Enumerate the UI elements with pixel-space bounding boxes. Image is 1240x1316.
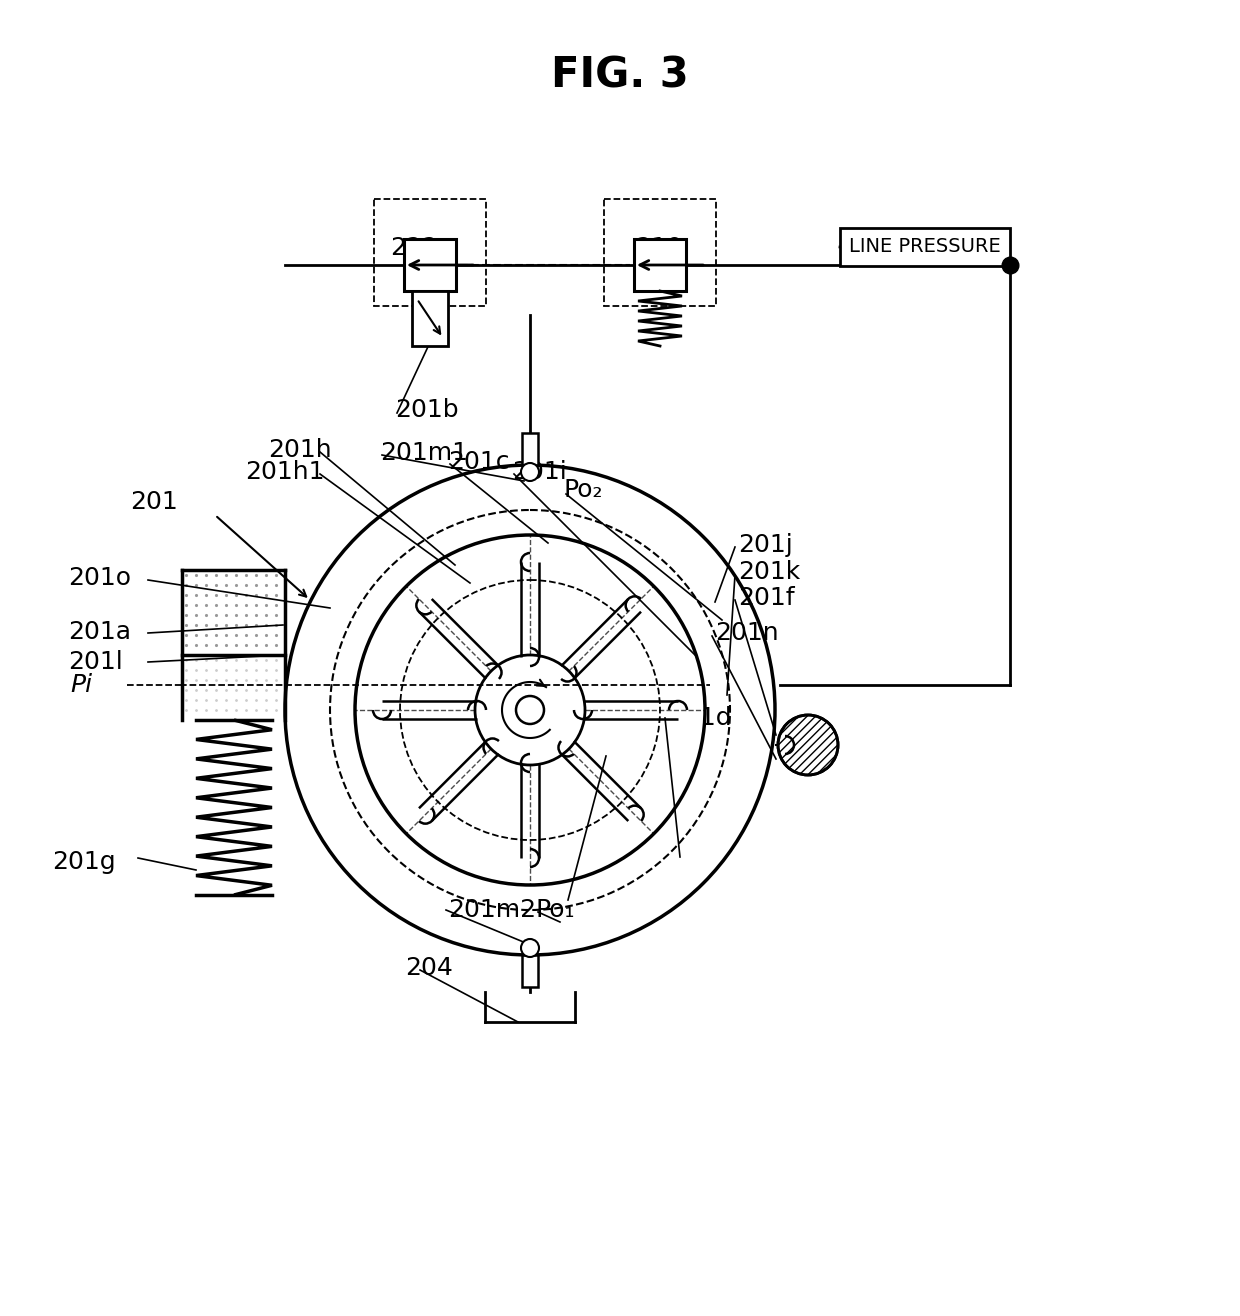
Bar [374, 199, 486, 307]
Bar [404, 240, 456, 291]
Text: FIG. 3: FIG. 3 [551, 54, 689, 96]
Circle shape [475, 655, 585, 765]
Bar [522, 955, 538, 987]
Text: 201: 201 [130, 490, 177, 515]
Bar [634, 240, 686, 291]
Text: Po₂: Po₂ [564, 478, 604, 501]
Circle shape [516, 696, 544, 724]
Text: Po₁: Po₁ [536, 898, 575, 923]
Text: LINE PRESSURE: LINE PRESSURE [849, 237, 1001, 257]
Text: 201h: 201h [268, 438, 331, 462]
Circle shape [330, 511, 730, 909]
Text: 201g: 201g [52, 850, 115, 874]
Text: 201n: 201n [715, 621, 779, 645]
Text: 201o: 201o [68, 566, 131, 590]
Text: 222: 222 [391, 236, 438, 261]
Bar [522, 433, 538, 465]
Bar [604, 199, 715, 307]
Text: 219: 219 [635, 236, 683, 261]
Text: 201m1: 201m1 [379, 441, 467, 465]
Text: 201h1: 201h1 [246, 461, 325, 484]
Text: 201i: 201i [512, 461, 567, 484]
Circle shape [521, 940, 539, 957]
Text: Pi: Pi [69, 672, 92, 697]
Text: 201l: 201l [68, 650, 123, 674]
Text: 201f: 201f [738, 586, 795, 611]
Text: 201b: 201b [396, 397, 459, 422]
Circle shape [777, 715, 838, 775]
Circle shape [355, 536, 706, 884]
Text: 201k: 201k [738, 561, 800, 584]
Circle shape [521, 463, 539, 482]
Text: 201d: 201d [668, 705, 732, 730]
Bar [839, 228, 1011, 266]
Text: 201c: 201c [448, 450, 510, 474]
Text: 201a: 201a [68, 620, 131, 644]
Text: 201e: 201e [608, 746, 671, 770]
Text: 201j: 201j [738, 533, 792, 557]
Bar [412, 291, 448, 346]
Text: 204: 204 [405, 955, 453, 980]
Text: 201m2: 201m2 [448, 898, 536, 923]
Circle shape [285, 465, 775, 955]
Circle shape [401, 580, 660, 840]
